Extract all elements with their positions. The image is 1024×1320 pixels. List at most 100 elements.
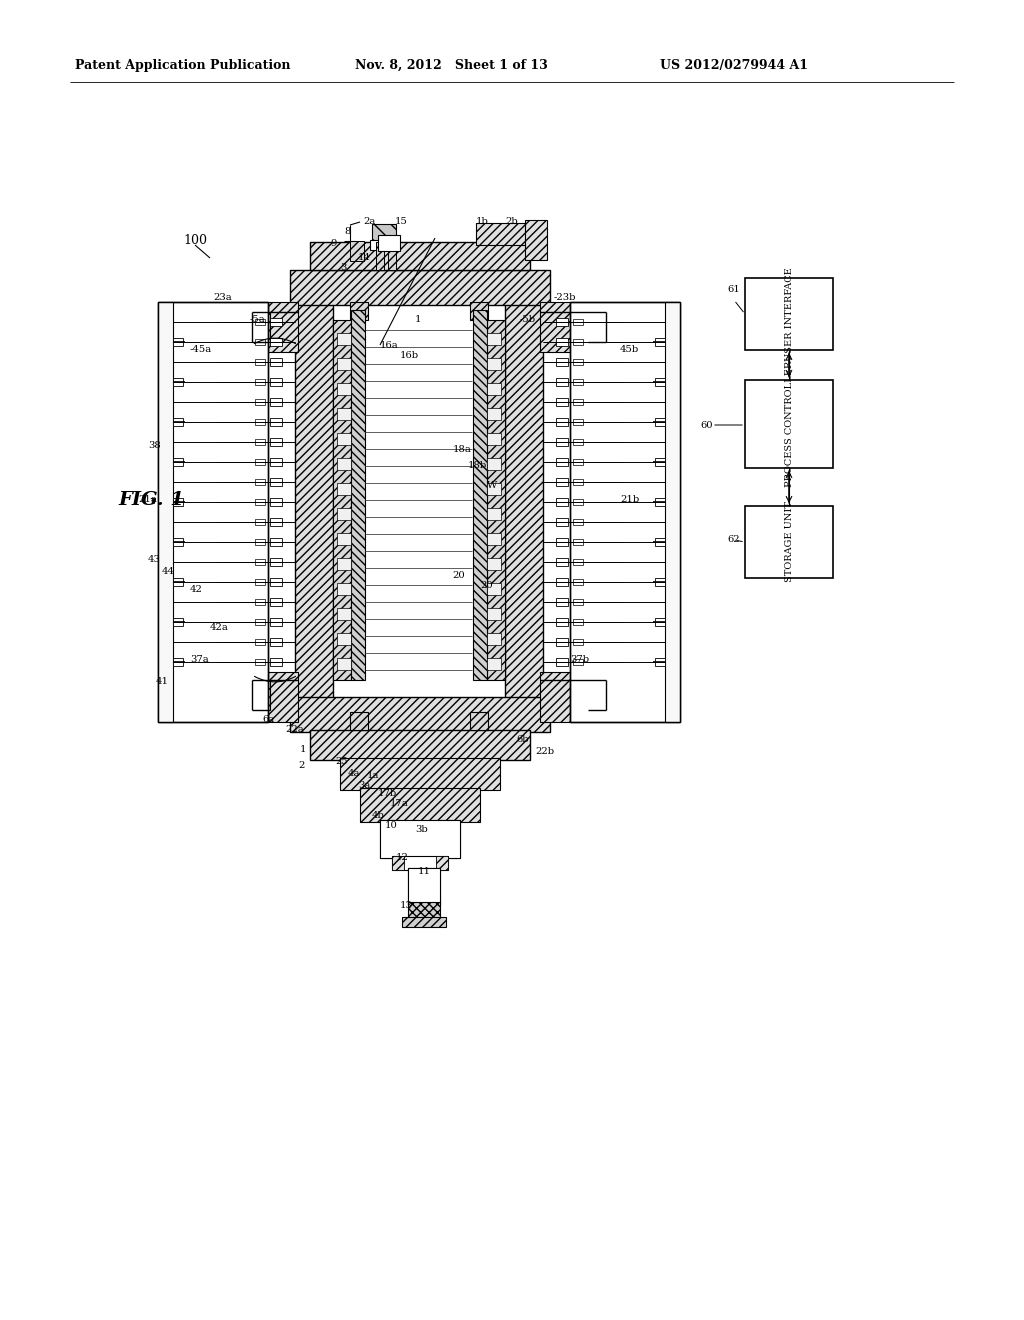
Text: 13: 13 — [400, 900, 413, 909]
Bar — [270, 458, 282, 466]
Bar — [573, 619, 583, 624]
Bar — [255, 379, 265, 385]
Bar — [376, 242, 384, 271]
Bar — [270, 358, 282, 366]
Bar — [408, 902, 440, 920]
Text: 21a: 21a — [138, 495, 157, 504]
Bar — [351, 310, 365, 680]
Bar — [655, 539, 665, 546]
Bar — [655, 657, 665, 667]
Bar — [573, 519, 583, 525]
Bar — [473, 310, 487, 680]
Bar — [310, 730, 530, 760]
Bar — [337, 657, 351, 671]
Bar — [573, 339, 583, 345]
Bar — [270, 478, 282, 486]
Bar — [487, 383, 501, 395]
Bar — [573, 319, 583, 325]
Text: 1b: 1b — [476, 218, 488, 227]
Bar — [268, 302, 298, 352]
Text: 42a: 42a — [210, 623, 229, 632]
Bar — [255, 418, 265, 425]
Bar — [655, 578, 665, 586]
Text: 17b: 17b — [378, 788, 397, 797]
Text: 43: 43 — [148, 556, 161, 565]
Bar — [270, 378, 282, 385]
Text: 42: 42 — [190, 586, 203, 594]
Bar — [556, 638, 568, 645]
Bar — [556, 378, 568, 385]
Bar — [337, 583, 351, 595]
Bar — [270, 399, 282, 407]
Text: 16a: 16a — [380, 341, 398, 350]
Bar — [573, 399, 583, 405]
Bar — [350, 711, 368, 730]
Bar — [333, 319, 351, 680]
Bar — [370, 240, 398, 249]
Bar — [173, 418, 183, 426]
Text: 44: 44 — [162, 568, 175, 577]
Bar — [255, 539, 265, 545]
Bar — [556, 598, 568, 606]
Bar — [270, 578, 282, 586]
Text: 2: 2 — [298, 760, 304, 770]
Bar — [487, 508, 501, 520]
Text: 1: 1 — [415, 315, 422, 325]
Bar — [573, 379, 583, 385]
Text: 4a: 4a — [348, 770, 360, 779]
Text: 17a: 17a — [390, 799, 409, 808]
Bar — [570, 302, 680, 722]
Text: STORAGE UNIT: STORAGE UNIT — [784, 502, 794, 582]
Text: 45b: 45b — [620, 346, 639, 355]
Bar — [745, 506, 833, 578]
Bar — [255, 499, 265, 506]
Bar — [173, 618, 183, 626]
Bar — [487, 408, 501, 420]
Bar — [470, 302, 488, 319]
Text: 20: 20 — [480, 581, 493, 590]
Bar — [255, 639, 265, 645]
Bar — [173, 657, 183, 667]
Bar — [173, 539, 183, 546]
Bar — [295, 300, 333, 700]
Text: 100: 100 — [183, 234, 207, 247]
Bar — [255, 579, 265, 585]
Bar — [556, 517, 568, 525]
Bar — [255, 659, 265, 665]
Bar — [337, 383, 351, 395]
Text: 6b: 6b — [516, 735, 528, 744]
Bar — [588, 680, 606, 710]
Bar — [350, 242, 364, 261]
Text: 62: 62 — [727, 536, 739, 544]
Bar — [556, 338, 568, 346]
Bar — [255, 440, 265, 445]
Bar — [270, 598, 282, 606]
Bar — [337, 433, 351, 445]
Bar — [470, 711, 488, 730]
Bar — [337, 558, 351, 570]
Bar — [270, 418, 282, 426]
Bar — [380, 820, 400, 858]
Text: 60: 60 — [700, 421, 713, 429]
Bar — [487, 657, 501, 671]
Bar — [655, 458, 665, 466]
Bar — [436, 855, 449, 870]
Bar — [402, 917, 446, 927]
Bar — [255, 619, 265, 624]
Bar — [290, 697, 550, 733]
Bar — [655, 418, 665, 426]
Bar — [337, 508, 351, 520]
Text: Nov. 8, 2012   Sheet 1 of 13: Nov. 8, 2012 Sheet 1 of 13 — [355, 58, 548, 71]
Bar — [573, 539, 583, 545]
Bar — [573, 579, 583, 585]
Bar — [573, 599, 583, 605]
Text: 37a: 37a — [190, 656, 209, 664]
Bar — [556, 478, 568, 486]
Text: 38: 38 — [148, 441, 161, 450]
Bar — [340, 758, 500, 789]
Bar — [270, 638, 282, 645]
Bar — [525, 220, 547, 260]
Bar — [408, 869, 440, 906]
Bar — [255, 359, 265, 366]
Bar — [573, 418, 583, 425]
